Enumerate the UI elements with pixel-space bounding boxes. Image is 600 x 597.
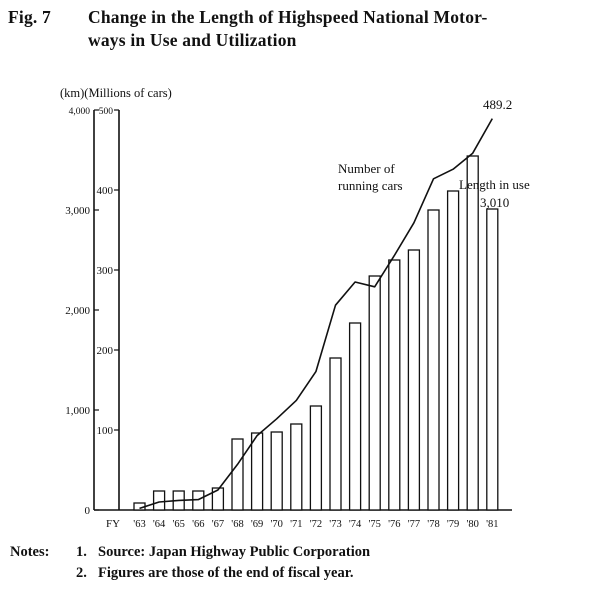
left-tick-label: 2,000	[65, 305, 90, 317]
left-tick-label: 0	[85, 505, 91, 517]
x-tick-label: '63	[133, 519, 145, 530]
note-number: 2.	[76, 565, 87, 581]
left-tick-label: 4,000	[69, 107, 91, 117]
annotation-cars-line2: running cars	[338, 178, 403, 193]
bar-length-in-use	[231, 438, 244, 511]
x-tick-label: '68	[231, 519, 243, 530]
figure-title-line2: ways in Use and Utilization	[88, 30, 297, 50]
bar-length-in-use	[427, 209, 440, 511]
x-tick-label: '70	[270, 519, 282, 530]
right-tick-label: 100	[97, 425, 114, 437]
units-label: (km)(Millions of cars)	[60, 86, 172, 100]
x-tick-label: '77	[408, 519, 420, 530]
x-tick-label: '80	[466, 519, 478, 530]
bar-length-in-use	[407, 249, 421, 511]
chart-labels: 0 1,000 2,000 3,000 4,000 100 200 300 400 500 (km)…	[60, 86, 530, 530]
notes: Notes: 1. Source: Japan Highway Public C…	[10, 542, 595, 584]
left-tick-label: 3,000	[65, 205, 90, 217]
line-number-of-running-cars	[139, 118, 493, 510]
figure-title: Fig. 7 Change in the Length of Highspeed …	[8, 6, 593, 52]
axes	[93, 109, 512, 511]
bar-length-in-use	[446, 190, 460, 511]
x-tick-label: '67	[212, 519, 224, 530]
x-tick-label: '71	[290, 519, 302, 530]
annotation-length-value: 3,010	[480, 195, 509, 210]
note-text: Source: Japan Highway Public Corporation	[98, 544, 371, 560]
bar-length-in-use	[368, 275, 381, 511]
x-tick-label: '78	[427, 519, 439, 530]
x-tick-label: '65	[172, 519, 184, 530]
annotation-cars-line1: Number of	[338, 161, 395, 176]
line-series	[139, 118, 493, 510]
notes-label-spacer	[10, 563, 76, 584]
bar-length-in-use	[329, 357, 342, 511]
x-tick-label: '64	[153, 519, 166, 530]
x-tick-label: '79	[447, 519, 459, 530]
note-text: Figures are those of the end of fiscal y…	[98, 565, 354, 581]
right-tick-label: 200	[97, 345, 114, 357]
bar-length-in-use	[466, 155, 479, 511]
bar-length-in-use	[290, 423, 303, 511]
right-tick-label: 400	[97, 185, 114, 197]
bar-length-in-use	[152, 490, 166, 511]
x-tick-label: '66	[192, 519, 204, 530]
bar-series	[133, 155, 499, 511]
figure-title-line1: Change in the Length of Highspeed Nation…	[88, 7, 488, 27]
right-tick-label: 300	[97, 265, 114, 277]
figure-number: Fig. 7	[8, 7, 52, 27]
note-number: 1.	[76, 544, 87, 560]
annotation-cars-value: 489.2	[483, 97, 512, 112]
bar-length-in-use	[309, 405, 323, 511]
x-tick-label: '75	[368, 519, 380, 530]
x-tick-label: '76	[388, 519, 400, 530]
right-tick-label: 500	[99, 107, 114, 117]
x-tick-label: '69	[251, 519, 263, 530]
x-tick-label: '73	[329, 519, 341, 530]
bar-length-in-use	[250, 432, 264, 511]
fy-label: FY	[106, 518, 120, 530]
annotation-length-label: Length in use	[459, 177, 530, 192]
x-tick-label: '72	[310, 519, 322, 530]
bar-length-in-use	[211, 487, 225, 511]
left-tick-label: 1,000	[65, 405, 90, 417]
x-tick-label: '81	[486, 519, 498, 530]
bar-length-in-use	[486, 208, 499, 511]
bar-length-in-use	[270, 431, 283, 511]
notes-label: Notes:	[10, 544, 50, 560]
bar-length-in-use	[388, 259, 401, 511]
bar-length-in-use	[348, 322, 362, 511]
x-tick-label: '74	[349, 519, 362, 530]
